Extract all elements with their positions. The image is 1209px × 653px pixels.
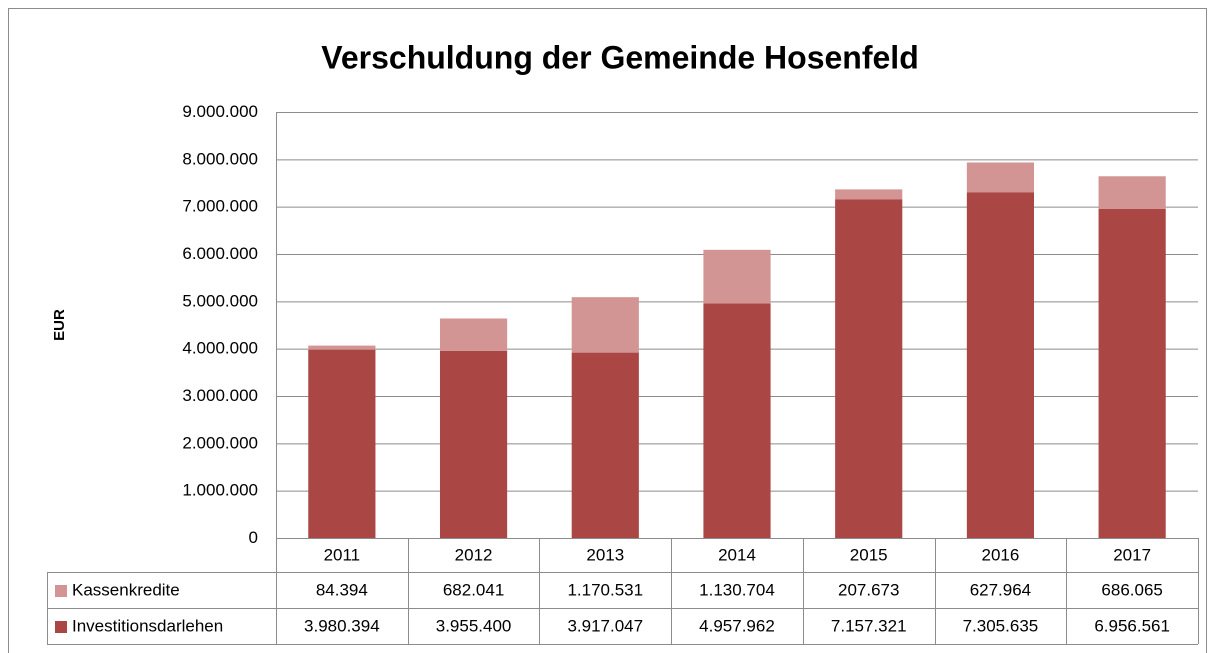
legend-swatch [55,585,67,597]
bar-segment [703,249,771,304]
y-tick-label: 3.000.000 [182,386,258,405]
data-label: 3.955.400 [436,616,512,635]
y-tick-label: 1.000.000 [182,481,258,500]
chart-frame [8,8,1207,653]
chart-title: Verschuldung der Gemeinde Hosenfeld [321,39,918,75]
bar-segment [966,192,1035,538]
bar-segment [1098,176,1166,209]
data-label: 1.170.531 [567,580,643,599]
data-label: 4.957.962 [699,616,775,635]
legend-label: Kassenkredite [72,580,180,599]
bar-segment [703,303,771,538]
data-label: 3.917.047 [567,616,643,635]
bar-segment [966,162,1035,193]
y-tick-label: 4.000.000 [182,339,258,358]
x-tick-label: 2016 [982,545,1020,564]
data-label: 207.673 [838,580,899,599]
y-tick-label: 5.000.000 [182,291,258,310]
data-label: 682.041 [443,580,504,599]
data-label: 7.157.321 [831,616,907,635]
y-tick-label: 8.000.000 [182,149,258,168]
bar-segment [571,297,639,353]
y-axis-label: EUR [51,309,68,341]
x-tick-label: 2017 [1113,545,1151,564]
y-tick-label: 6.000.000 [182,244,258,263]
bar-segment [308,349,376,538]
x-tick-label: 2015 [850,545,888,564]
y-tick-label: 0 [249,528,258,547]
bar-segment [835,199,903,538]
x-tick-label: 2013 [586,545,624,564]
legend-swatch [55,621,67,633]
y-tick-label: 7.000.000 [182,197,258,216]
data-label: 3.980.394 [304,616,380,635]
data-label: 84.394 [316,580,368,599]
y-tick-label: 9.000.000 [182,102,258,121]
bar-segment [571,352,639,538]
x-tick-label: 2012 [455,545,493,564]
bar-segment [1098,208,1166,538]
bar-segment [439,350,508,538]
bar-segment [835,189,903,200]
data-label: 1.130.704 [699,580,775,599]
x-tick-label: 2011 [324,545,361,564]
x-tick-label: 2014 [718,545,756,564]
bar-segment [308,345,376,350]
bar-segment [439,318,508,351]
y-tick-label: 2.000.000 [182,433,258,452]
legend-label: Investitionsdarlehen [72,616,223,635]
data-label: 686.065 [1101,580,1162,599]
data-label: 627.964 [970,580,1031,599]
data-label: 6.956.561 [1094,616,1170,635]
data-label: 7.305.635 [963,616,1039,635]
